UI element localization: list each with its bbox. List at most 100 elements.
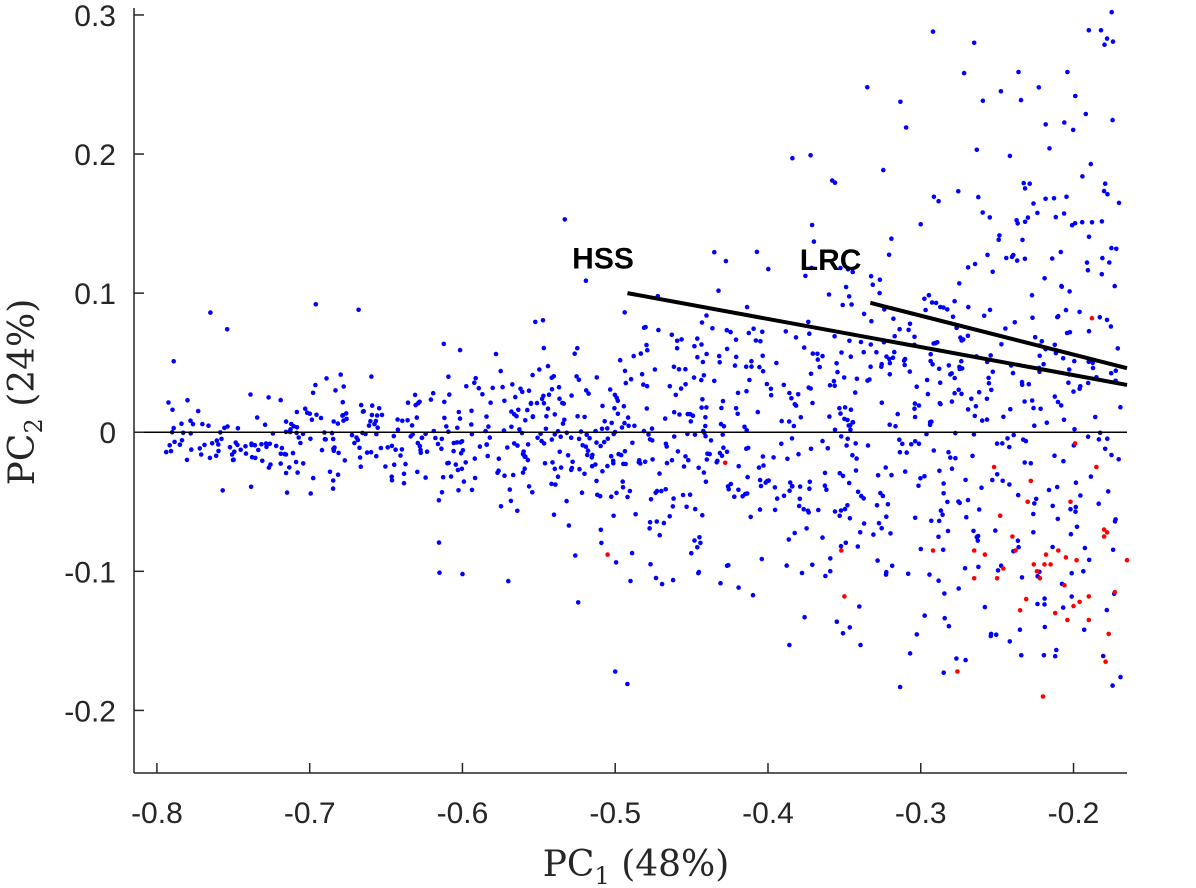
blue-point	[605, 463, 610, 469]
blue-point	[733, 354, 739, 360]
blue-point	[678, 386, 684, 391]
blue-point	[724, 346, 730, 352]
blue-point	[1086, 234, 1092, 240]
blue-point	[879, 400, 885, 406]
blue-point	[853, 441, 858, 446]
blue-point	[937, 468, 942, 474]
blue-point	[544, 414, 549, 419]
blue-point	[357, 455, 363, 460]
blue-point	[231, 457, 236, 463]
blue-point	[1066, 380, 1071, 386]
blue-point	[310, 390, 316, 396]
blue-point	[333, 388, 338, 393]
blue-point	[1001, 414, 1006, 420]
blue-point	[683, 382, 688, 387]
blue-point	[1011, 252, 1016, 258]
blue-point	[697, 535, 702, 540]
blue-point	[1061, 458, 1066, 464]
blue-point	[838, 265, 843, 271]
blue-point	[633, 511, 638, 517]
blue-point	[757, 507, 763, 512]
blue-point	[787, 488, 792, 494]
blue-point	[982, 604, 988, 610]
blue-point	[185, 397, 190, 403]
blue-point	[598, 443, 603, 449]
blue-point	[736, 463, 741, 469]
red-point	[1068, 499, 1073, 505]
blue-point	[936, 518, 942, 524]
blue-point	[715, 458, 720, 464]
blue-point	[710, 326, 715, 331]
blue-point	[1005, 436, 1010, 441]
blue-point	[298, 440, 303, 446]
blue-point	[883, 572, 889, 577]
blue-point	[264, 444, 269, 450]
blue-point	[528, 401, 534, 407]
blue-point	[807, 486, 812, 492]
blue-point	[220, 488, 225, 493]
blue-point	[952, 298, 957, 304]
blue-point	[912, 414, 918, 420]
blue-point	[712, 378, 717, 384]
blue-point	[418, 447, 423, 453]
red-point	[1086, 617, 1092, 623]
blue-point	[369, 412, 375, 418]
blue-point	[868, 342, 874, 347]
blue-point	[745, 474, 750, 480]
blue-point	[430, 390, 436, 396]
blue-point	[890, 355, 896, 361]
blue-point	[561, 401, 567, 406]
blue-point	[675, 449, 681, 454]
blue-point	[673, 392, 679, 398]
blue-point	[283, 419, 289, 424]
blue-point	[861, 496, 866, 501]
blue-point	[168, 448, 174, 454]
blue-point	[1100, 653, 1106, 659]
blue-point	[808, 446, 814, 452]
points-layer	[163, 9, 1130, 699]
hss-line	[627, 291, 1128, 387]
blue-point	[195, 408, 201, 414]
blue-point	[897, 684, 903, 690]
blue-point	[957, 281, 962, 286]
blue-point	[980, 210, 985, 215]
blue-point	[700, 512, 705, 518]
blue-point	[743, 364, 749, 370]
blue-point	[952, 375, 957, 381]
blue-point	[1118, 674, 1123, 680]
blue-point	[793, 335, 799, 340]
blue-point	[622, 310, 627, 315]
blue-point	[398, 453, 403, 458]
blue-point	[848, 407, 854, 413]
blue-point	[832, 427, 838, 433]
blue-point	[912, 401, 918, 406]
blue-point	[897, 326, 902, 332]
blue-point	[916, 403, 922, 408]
blue-point	[936, 534, 941, 540]
blue-point	[582, 471, 587, 477]
blue-point	[971, 528, 976, 534]
blue-point	[1115, 346, 1121, 351]
blue-point	[573, 553, 578, 558]
blue-point	[284, 490, 290, 495]
blue-point	[1066, 367, 1072, 372]
blue-point	[172, 439, 177, 445]
blue-point	[417, 399, 422, 405]
blue-point	[853, 468, 859, 473]
blue-point	[1022, 399, 1027, 404]
blue-point	[171, 359, 176, 364]
blue-point	[772, 485, 778, 490]
blue-point	[1031, 511, 1036, 517]
blue-point	[243, 451, 249, 456]
blue-point	[699, 320, 705, 325]
blue-point	[358, 402, 364, 408]
blue-point	[789, 396, 794, 401]
blue-point	[1039, 339, 1045, 344]
blue-point	[975, 538, 981, 543]
blue-point	[846, 294, 852, 299]
blue-point	[962, 566, 968, 571]
blue-point	[950, 314, 956, 320]
blue-point	[783, 329, 789, 334]
blue-point	[765, 478, 770, 484]
blue-point	[1052, 342, 1058, 348]
